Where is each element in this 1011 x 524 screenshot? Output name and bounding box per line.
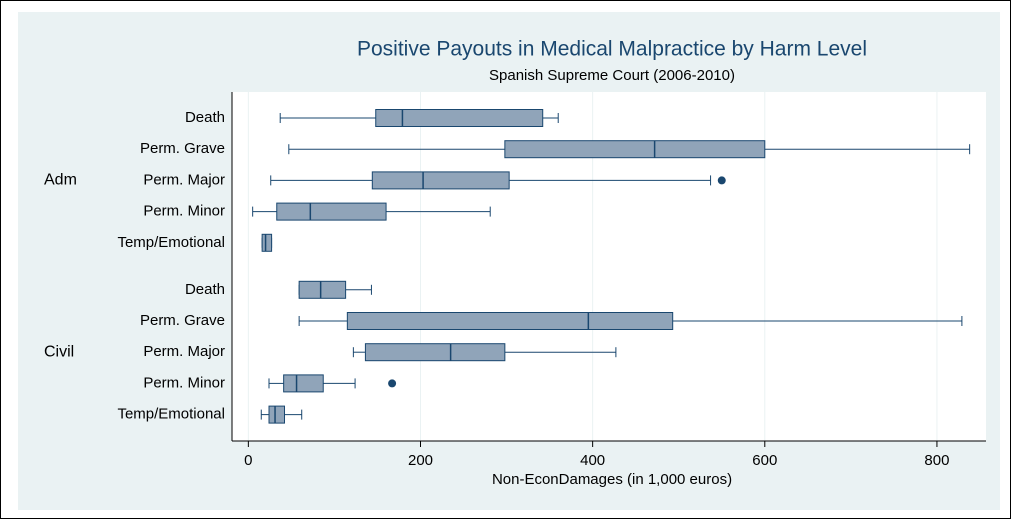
box — [346, 312, 674, 330]
box — [375, 109, 544, 127]
box — [364, 343, 506, 362]
outlier — [717, 176, 726, 185]
group-label: Adm — [44, 172, 77, 189]
box — [504, 140, 766, 159]
category-label: Perm. Grave — [140, 312, 225, 329]
outlier — [388, 379, 397, 388]
box — [371, 171, 510, 190]
box — [283, 374, 324, 393]
category-label: Temp/Emotional — [117, 406, 225, 423]
x-axis-label: Non-EconDamages (in 1,000 euros) — [492, 471, 732, 488]
chart-subtitle: Spanish Supreme Court (2006-2010) — [489, 67, 735, 84]
group-label: Civil — [44, 343, 74, 360]
chart-title: Positive Payouts in Medical Malpractice … — [357, 38, 867, 61]
category-label: Perm. Grave — [140, 140, 225, 157]
x-tick-label: 200 — [408, 452, 433, 469]
category-label: Temp/Emotional — [117, 234, 225, 251]
category-label: Perm. Major — [143, 343, 225, 360]
box — [268, 405, 286, 424]
category-label: Death — [185, 109, 225, 126]
x-tick-label: 600 — [752, 452, 777, 469]
x-tick-label: 800 — [924, 452, 949, 469]
box — [276, 202, 387, 221]
category-label: Perm. Major — [143, 171, 225, 188]
box — [298, 280, 347, 299]
category-label: Perm. Minor — [143, 374, 225, 391]
x-tick-label: 0 — [244, 452, 252, 469]
x-tick-label: 400 — [580, 452, 605, 469]
box — [261, 233, 273, 252]
category-label: Death — [185, 281, 225, 298]
category-label: Perm. Minor — [143, 203, 225, 220]
